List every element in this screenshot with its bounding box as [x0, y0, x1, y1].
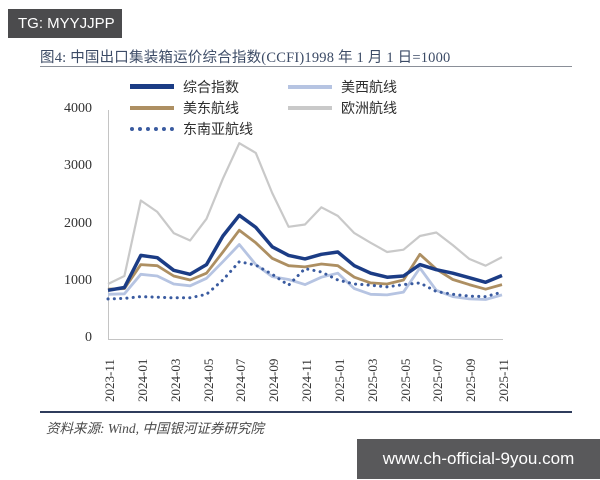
title-underline [40, 66, 572, 67]
chart-legend: 综合指数 美西航线美东航线 欧洲航线东南亚航线 [130, 76, 397, 139]
legend-label: 美西航线 [341, 80, 397, 96]
series-line-0 [107, 213, 503, 293]
figure-title: 图4: 中国出口集装箱运价综合指数(CCFI)1998 年 1 月 1 日=10… [40, 50, 451, 66]
watermark-badge-top: TG: MYYJJPP [8, 9, 122, 38]
legend-item-2: 美东航线 [130, 97, 288, 118]
legend-label: 美东航线 [183, 101, 239, 117]
x-axis-label: 2025-09 [463, 358, 479, 402]
y-axis-label: 2000 [64, 215, 92, 231]
x-axis-label: 2025-11 [496, 359, 511, 402]
legend-label: 东南亚航线 [183, 122, 253, 138]
x-axis-label: 2024-01 [134, 358, 150, 402]
legend-label: 综合指数 [183, 80, 239, 96]
x-axis-label: 2025-05 [397, 358, 413, 402]
legend-item-4: 东南亚航线 [130, 118, 288, 139]
x-axis-label: 2025-03 [364, 358, 380, 402]
x-axis-label: 2024-09 [266, 358, 282, 402]
series-line-4 [106, 260, 504, 301]
legend-swatch-icon [288, 84, 332, 89]
plot-axes [108, 110, 503, 340]
legend-swatch-icon [130, 126, 174, 131]
legend-item-3: 欧洲航线 [288, 97, 397, 118]
legend-item-1: 美西航线 [288, 76, 397, 97]
x-axis-label: 2024-07 [233, 358, 249, 402]
chart-canvas [106, 142, 504, 301]
x-axis-label: 2024-05 [200, 358, 216, 402]
series-line-3 [107, 142, 503, 285]
footer-divider [40, 411, 572, 413]
legend-swatch-icon [288, 105, 332, 110]
y-axis-label: 3000 [64, 158, 92, 174]
source-note: 资料来源: Wind, 中国银河证券研究院 [46, 421, 264, 436]
y-axis-label: 1000 [64, 272, 92, 288]
legend-swatch-icon [130, 105, 174, 110]
watermark-badge-bottom: www.ch-official-9you.com [357, 439, 600, 479]
x-axis-label: 2024-03 [167, 358, 183, 402]
x-axis-label: 2023-11 [102, 359, 117, 402]
x-axis-label: 2025-07 [430, 358, 446, 402]
legend-item-0: 综合指数 [130, 76, 288, 97]
x-axis-label: 2025-01 [331, 358, 347, 402]
y-axis-label: 0 [85, 330, 92, 345]
watermark-badge-bottom-text: www.ch-official-9you.com [382, 449, 575, 468]
x-axis-label: 2024-11 [299, 359, 314, 402]
legend-label: 欧洲航线 [341, 101, 397, 117]
y-axis-label: 4000 [64, 101, 92, 116]
legend-swatch-icon [130, 84, 174, 89]
watermark-badge-top-text: TG: MYYJJPP [18, 15, 115, 32]
